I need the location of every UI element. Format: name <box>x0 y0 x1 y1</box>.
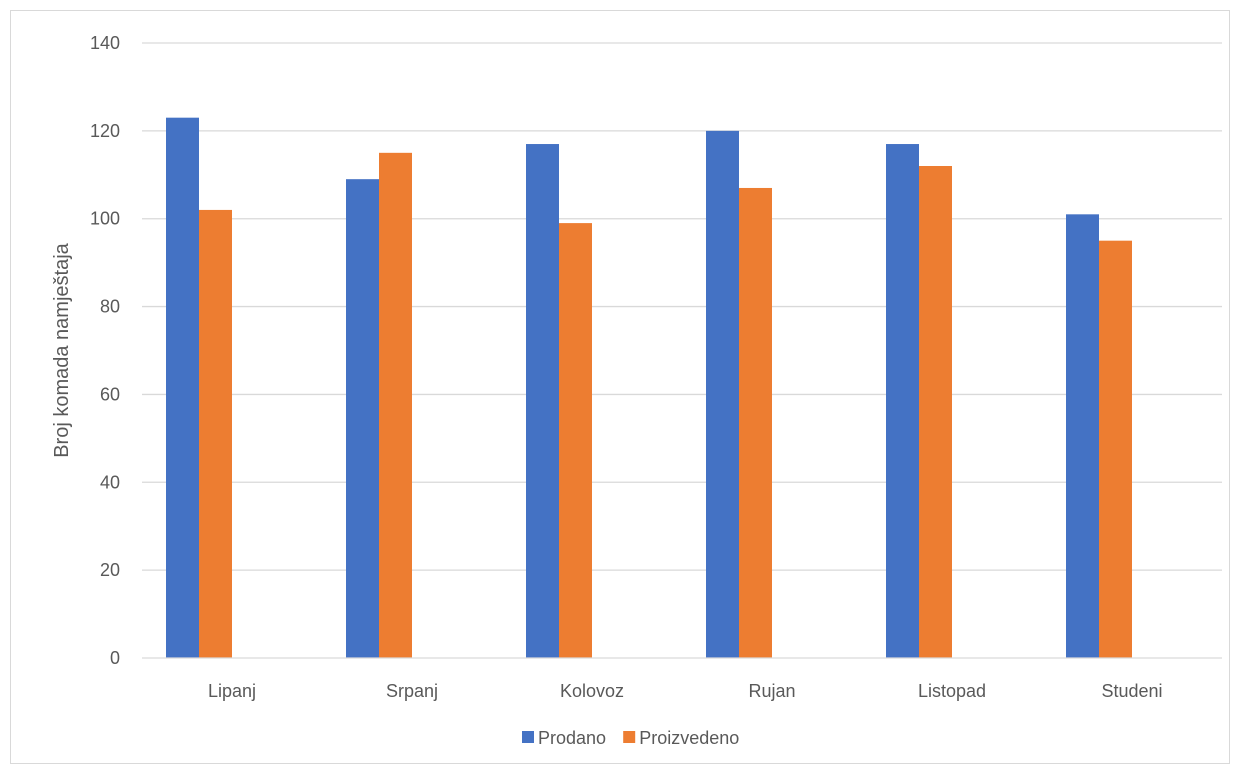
legend-swatch-prodano <box>522 731 534 743</box>
x-tick-label: Rujan <box>748 681 795 701</box>
gridlines <box>142 42 1222 571</box>
bar-proizvedeno-rujan <box>739 187 772 658</box>
bar-proizvedeno-lipanj <box>199 209 232 658</box>
bar-prodano-listopad <box>886 144 919 659</box>
bar-proizvedeno-kolovoz <box>559 223 592 658</box>
bar-prodano-rujan <box>706 130 739 658</box>
x-tick-label: Listopad <box>918 681 986 701</box>
y-tick-label: 20 <box>100 560 120 580</box>
bar-prodano-studeni <box>1066 214 1099 659</box>
y-tick-label: 140 <box>90 33 120 53</box>
x-tick-label: Lipanj <box>208 681 256 701</box>
bar-prodano-kolovoz <box>526 144 559 659</box>
y-tick-label: 0 <box>110 648 120 668</box>
y-tick-label: 60 <box>100 384 120 404</box>
y-tick-label: 40 <box>100 472 120 492</box>
bar-proizvedeno-srpanj <box>379 152 412 659</box>
bar-prodano-srpanj <box>346 179 379 658</box>
x-tick-label: Srpanj <box>386 681 438 701</box>
bar-proizvedeno-listopad <box>919 166 952 658</box>
bars <box>166 117 1132 659</box>
legend-label-prodano: Prodano <box>538 728 606 748</box>
y-tick-label: 100 <box>90 209 120 229</box>
x-tick-label: Kolovoz <box>560 681 624 701</box>
x-axis-tick-labels: Lipanj Srpanj Kolovoz Rujan Listopad Studeni <box>208 681 1163 701</box>
y-axis-tick-labels: 0 20 40 60 80 100 120 140 <box>90 33 120 668</box>
legend-label-proizvedeno: Proizvedeno <box>639 728 739 748</box>
y-tick-label: 120 <box>90 121 120 141</box>
legend: Prodano Proizvedeno <box>522 728 739 748</box>
y-tick-label: 80 <box>100 297 120 317</box>
bar-prodano-lipanj <box>166 117 199 658</box>
x-tick-label: Studeni <box>1101 681 1162 701</box>
bar-proizvedeno-studeni <box>1099 240 1132 658</box>
y-axis-title: Broj komada namještaja <box>51 242 73 457</box>
legend-swatch-proizvedeno <box>623 731 636 743</box>
